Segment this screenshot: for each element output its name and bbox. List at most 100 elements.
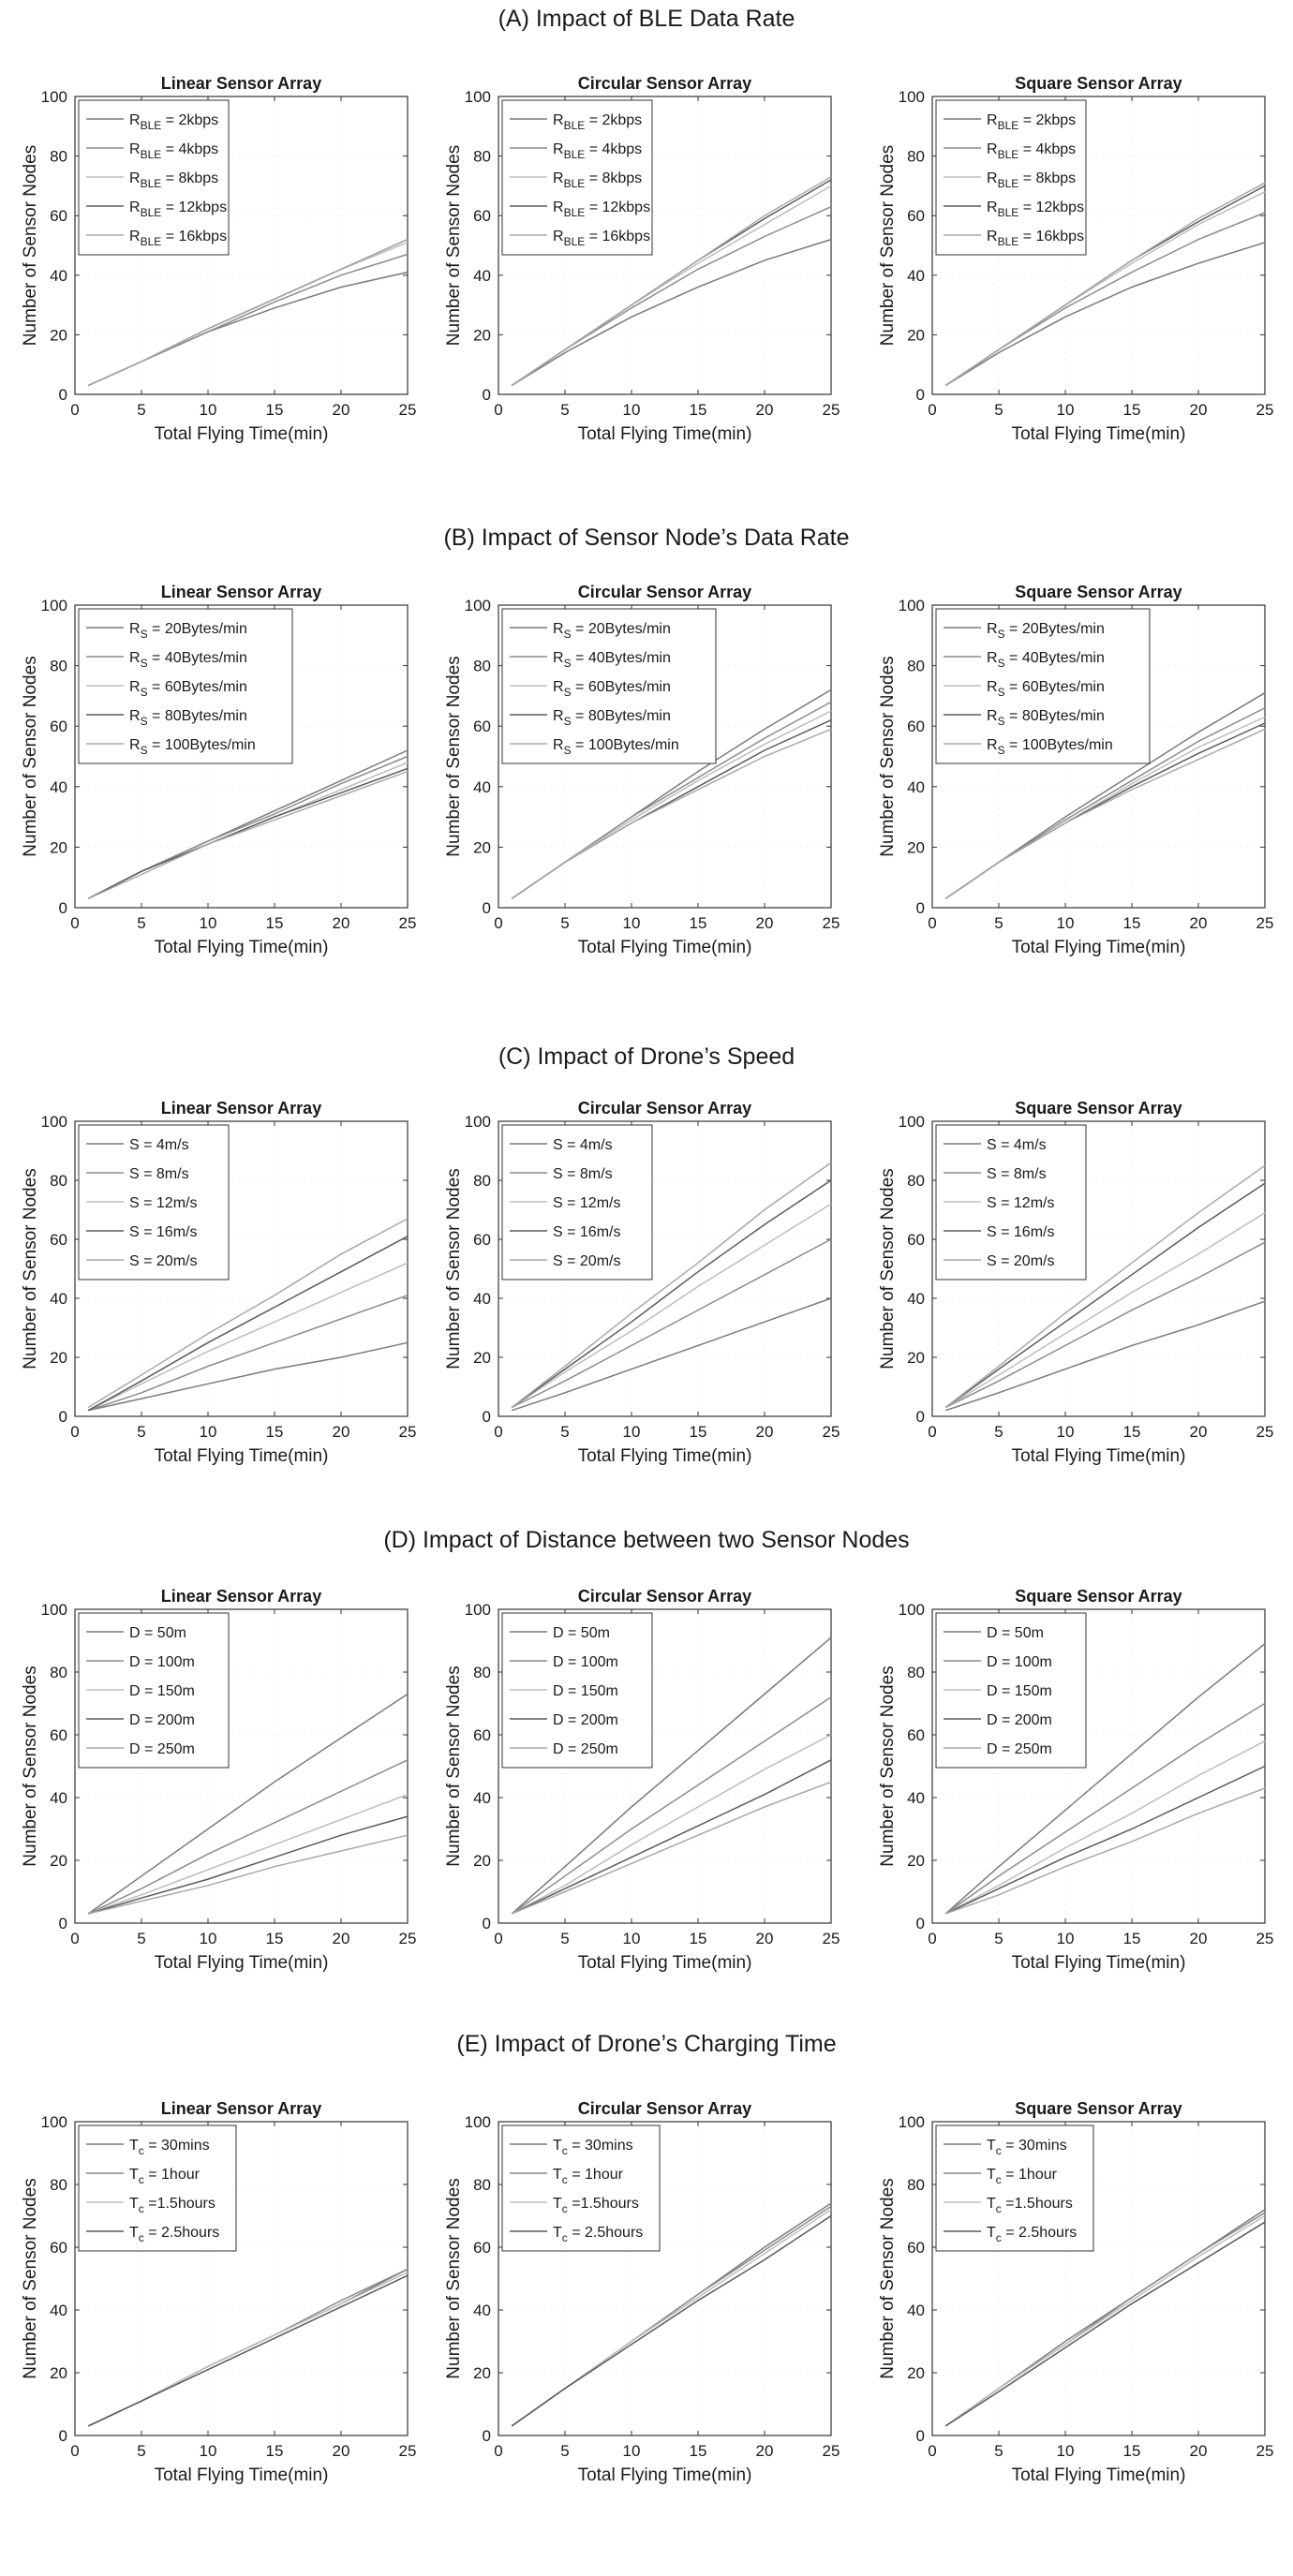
legend-subscript: BLE [141,177,162,190]
legend-entry: RS = 60Bytes/min [129,679,247,699]
legend-label: 60Bytes/min [1022,679,1105,695]
legend-entry: D = 150m [553,1683,618,1699]
legend-equals: = [161,229,178,244]
subplot-e-1: 0 5 10 15 20 25 0 20 40 60 80 100 Linear Sensor Arra… [21,2099,416,2485]
legend-symbol: R [987,737,998,753]
x-axis-label: Total Flying Time(min) [155,2465,329,2485]
legend-entry: RS = 60Bytes/min [987,679,1105,699]
axes-box [931,1120,1266,1417]
subplot-title: Linear Sensor Array [161,2099,321,2118]
subplot-title: Circular Sensor Array [578,1099,751,1118]
series-line [944,1787,1266,1915]
x-axis-label: Total Flying Time(min) [1012,1953,1186,1973]
x-tick-label: 0 [928,2442,936,2460]
subplot-title: Linear Sensor Array [161,1587,321,1606]
legend-subscript: c [139,2202,144,2215]
legend-subscript: S [998,657,1005,670]
legend-subscript: BLE [998,148,1019,161]
legend-symbol: R [553,141,564,157]
series-line [511,1179,832,1409]
subplot-title: Square Sensor Array [1015,1587,1182,1606]
x-tick-label: 25 [399,1423,417,1441]
series-line [511,1781,832,1915]
x-tick-label: 0 [928,1423,936,1441]
legend-equals: = [148,621,165,637]
y-tick-label: 40 [473,1290,491,1308]
series-line [88,1834,409,1915]
y-tick-label: 100 [465,1113,491,1131]
legend-equals: = [144,2167,161,2183]
x-tick-label: 10 [1057,1930,1075,1947]
legend-symbol: R [553,112,564,128]
legend-entry: S = 8m/s [987,1166,1047,1182]
y-axis-label: Number of Sensor Nodes [878,1666,898,1866]
legend-entry: RS = 60Bytes/min [553,679,671,699]
legend-label: 2.5hours [161,2225,219,2241]
legend-symbol: R [129,170,141,186]
legend-equals: = [1018,141,1035,157]
legend-label: 1.5hours [581,2196,639,2212]
x-tick-label: 25 [1256,1930,1274,1947]
y-tick-label: 60 [907,1726,925,1744]
legend-entry: D = 250m [987,1741,1052,1757]
legend-symbol: T [129,2167,139,2183]
legend-symbol: R [129,650,141,666]
axes-box [498,604,832,909]
legend-subscript: BLE [998,119,1019,132]
legend-entry: RBLE = 12kbps [987,200,1084,219]
legend-subscript: BLE [141,148,162,161]
x-tick-label: 5 [994,914,1003,932]
x-tick-label: 10 [623,914,641,932]
legend-entry: D = 50m [129,1625,186,1641]
series-line [87,1815,409,1915]
y-tick-label: 100 [41,2113,67,2131]
legend-label: D = 250m [553,1741,618,1757]
legend-entry: S = 20m/s [987,1253,1054,1269]
legend-label: 80Bytes/min [165,708,247,724]
legend-label: S = 16m/s [553,1224,620,1240]
legend-entry: Tc = 30mins [987,2138,1067,2157]
legend-label: S = 12m/s [987,1195,1054,1211]
y-tick-label: 20 [50,1852,67,1870]
y-tick-label: 20 [50,838,67,856]
subplot-a-3: 0 5 10 15 20 25 0 20 40 60 80 100 Square Sensor Arra… [878,74,1273,444]
legend-equals: = [1002,2167,1018,2183]
x-tick-label: 25 [823,401,840,419]
legend-equals: = [572,621,588,637]
legend-entry: S = 8m/s [553,1166,613,1182]
y-tick-label: 60 [50,1726,67,1744]
x-tick-label: 20 [333,2442,350,2460]
legend-entry: RS = 40Bytes/min [129,650,247,670]
legend-label: 2kbps [602,112,642,128]
y-tick-label: 0 [59,1408,67,1426]
series-line [87,1693,409,1915]
legend-entry: RBLE = 12kbps [129,200,227,219]
legend-entry: Tc = 1hour [129,2167,201,2186]
y-tick-label: 100 [41,88,67,106]
legend-symbol: T [553,2196,562,2212]
legend-symbol: T [553,2167,562,2183]
series-line [944,2221,1266,2427]
x-tick-label: 25 [399,914,417,932]
legend-subscript: BLE [141,119,162,132]
legend-subscript: c [996,2173,1002,2186]
legend-symbol: R [987,679,998,695]
series-line [87,767,409,899]
x-tick-label: 25 [1256,401,1274,419]
series-line [511,1238,832,1409]
legend-equals: = [1002,2196,1015,2212]
legend-subscript: S [998,686,1005,699]
x-tick-label: 20 [1190,1423,1208,1441]
legend-label: 1hour [585,2167,624,2183]
legend-symbol: R [553,650,564,666]
legend-symbol: R [129,679,141,695]
legend-entry: S = 8m/s [129,1166,189,1182]
legend-entry: D = 100m [987,1654,1052,1670]
x-tick-label: 15 [690,1930,707,1947]
subplot-d-1: 0 5 10 15 20 25 0 20 40 60 80 100 Linear Sensor Arra… [21,1587,416,1973]
legend-symbol: R [987,170,998,186]
y-tick-label: 20 [473,838,491,856]
y-tick-label: 60 [473,1231,491,1249]
legend-entry: Tc = 2.5hours [987,2225,1077,2244]
axes-box [74,96,409,395]
